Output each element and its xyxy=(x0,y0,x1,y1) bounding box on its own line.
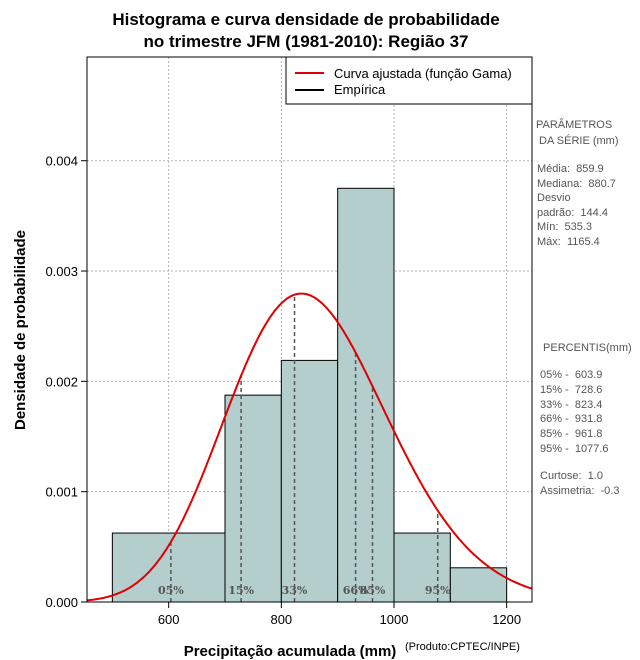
percentil-33: 33% - 823.4 xyxy=(540,399,602,411)
percentil-95: 95% - 1077.6 xyxy=(540,443,609,455)
stat-assimetria: Assimetria: -0.3 xyxy=(540,485,619,497)
x-tick-label: 600 xyxy=(158,612,180,627)
gamma-curve xyxy=(86,292,533,602)
x-axis-title: Precipitação acumulada (mm) xyxy=(184,643,397,660)
percentile-label-33: 33% xyxy=(282,584,308,597)
product-credit: (Produto:CPTEC/INPE) xyxy=(405,641,520,653)
x-tick-label: 800 xyxy=(270,612,292,627)
stat-desvio: Desvio xyxy=(537,192,571,204)
percentil-15: 15% - 728.6 xyxy=(540,384,602,396)
percentil-85: 85% - 961.8 xyxy=(540,428,602,440)
legend: Curva ajustada (função Gama) Empírica xyxy=(285,56,533,105)
percentile-label-05: 05% xyxy=(158,584,184,597)
gamma-curve-path xyxy=(86,292,533,602)
percentile-label-85: 85% xyxy=(360,584,386,597)
stat-mediana: Mediana: 880.7 xyxy=(537,178,616,190)
x-tick-label: 1200 xyxy=(492,612,521,627)
y-tick-label: 0.003 xyxy=(45,264,78,279)
y-tick-label: 0.001 xyxy=(45,485,78,500)
y-tick-label: 0.000 xyxy=(45,595,78,610)
y-axis-title: Densidade de probabilidade xyxy=(12,230,29,430)
side-panel: PARÂMETROS DA SÉRIE (mm) Média: 859.9 Me… xyxy=(536,118,632,497)
percentile-label-15: 15% xyxy=(228,584,254,597)
percentil-66: 66% - 931.8 xyxy=(540,413,602,425)
parametros-title-1: PARÂMETROS xyxy=(536,118,612,131)
stat-curtose: Curtose: 1.0 xyxy=(540,470,603,482)
histogram-bar-3 xyxy=(280,359,339,603)
chart-title-line-2: no trimestre JFM (1981-2010): Região 37 xyxy=(143,32,468,51)
percentis-title: PERCENTIS(mm) xyxy=(540,342,632,354)
y-axis-ticks: 0.000 0.001 0.002 0.003 0.004 xyxy=(45,154,87,610)
chart-title-line-1: Histograma e curva densidade de probabil… xyxy=(112,10,499,29)
histogram-bar-4 xyxy=(337,187,395,603)
legend-box xyxy=(285,56,533,105)
x-tick-label: 1000 xyxy=(380,612,409,627)
stat-padrao: padrão: 144.4 xyxy=(537,207,608,219)
y-tick-label: 0.004 xyxy=(45,154,78,169)
percentile-label-95: 95% xyxy=(425,584,451,597)
percentile-labels: 05% 15% 33% 66%85% 95% xyxy=(158,584,451,597)
y-tick-label: 0.002 xyxy=(45,374,78,389)
histogram-bar-2 xyxy=(224,394,282,603)
stat-max: Máx: 1165.4 xyxy=(537,236,600,248)
x-axis-ticks: 600 800 1000 1200 xyxy=(158,602,521,627)
percentil-05: 05% - 603.9 xyxy=(540,369,602,381)
percentile-lines xyxy=(170,294,439,602)
legend-empirical-label: Empírica xyxy=(334,82,386,97)
percentile-label-66: 66% xyxy=(343,584,369,597)
legend-curve-label: Curva ajustada (função Gama) xyxy=(334,66,512,81)
stat-media: Média: 859.9 xyxy=(537,163,604,175)
parametros-title-2: DA SÉRIE (mm) xyxy=(536,134,619,147)
stat-min: Mín: 535.3 xyxy=(537,221,592,233)
